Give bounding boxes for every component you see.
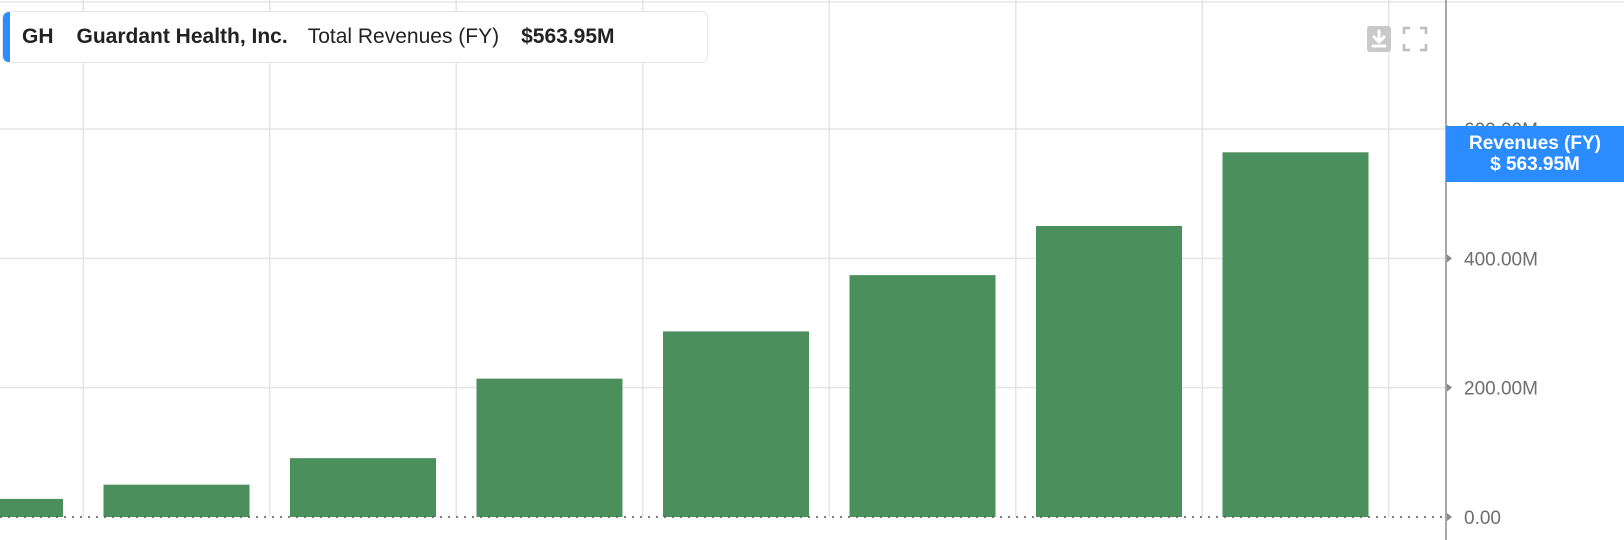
chart-grid: [0, 0, 1624, 517]
badge-series-label: Revenues (FY): [1469, 133, 1601, 154]
chart-bars: [0, 152, 1369, 518]
badge-series-value: $ 563.95M: [1490, 154, 1580, 175]
y-tick-label: 400.00M: [1464, 249, 1538, 270]
bar: [849, 275, 996, 517]
bar: [663, 331, 809, 517]
y-tick-label: 200.00M: [1464, 379, 1538, 400]
current-value-badge: Revenues (FY) $ 563.95M: [1446, 126, 1624, 182]
bar: [476, 378, 623, 517]
legend-metric-name: Total Revenues (FY): [307, 25, 500, 48]
y-tick-mark: [1447, 254, 1452, 263]
bar: [103, 484, 250, 517]
legend-metric-value: $563.95M: [521, 25, 615, 48]
y-tick-label: 0.00: [1464, 508, 1501, 529]
legend-company-name: Guardant Health, Inc.: [76, 25, 288, 48]
chart-legend: GH Guardant Health, Inc. Total Revenues …: [2, 11, 708, 63]
bar: [1036, 226, 1182, 517]
legend-ticker: GH: [22, 25, 54, 48]
download-icon[interactable]: [1367, 26, 1391, 52]
bar: [1222, 152, 1369, 518]
legend-accent-bar: [3, 12, 10, 62]
y-tick-mark: [1447, 513, 1452, 521]
bar: [290, 458, 436, 517]
y-tick-mark: [1447, 383, 1452, 392]
bar: [0, 498, 63, 517]
fullscreen-icon[interactable]: [1402, 26, 1428, 52]
